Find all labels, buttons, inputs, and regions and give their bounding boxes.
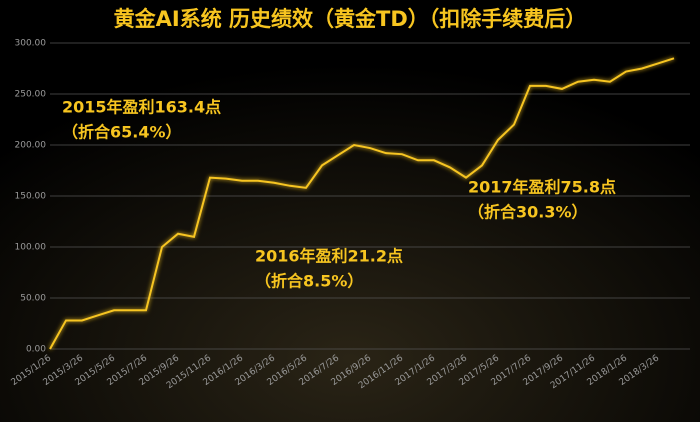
y-tick-label: 200.00 [15,141,47,151]
annotation: 2015年盈利163.4点 [62,98,221,117]
annotation: （折合65.4%） [62,123,182,142]
y-tick-label: 150.00 [15,192,47,202]
y-tick-label: 0.00 [26,345,46,355]
y-tick-label: 100.00 [15,243,47,253]
y-tick-label: 50.00 [20,294,46,304]
data-line [49,57,675,350]
y-tick-label: 250.00 [15,90,47,100]
annotation: 2017年盈利75.8点 [468,178,616,197]
chart-title: 黄金AI系统 历史绩效（黄金TD）（扣除手续费后） [114,7,587,31]
annotation: （折合8.5%） [255,272,363,291]
annotation: 2016年盈利21.2点 [255,247,403,266]
y-tick-label: 300.00 [15,39,47,49]
annotation: （折合30.3%） [468,203,588,222]
